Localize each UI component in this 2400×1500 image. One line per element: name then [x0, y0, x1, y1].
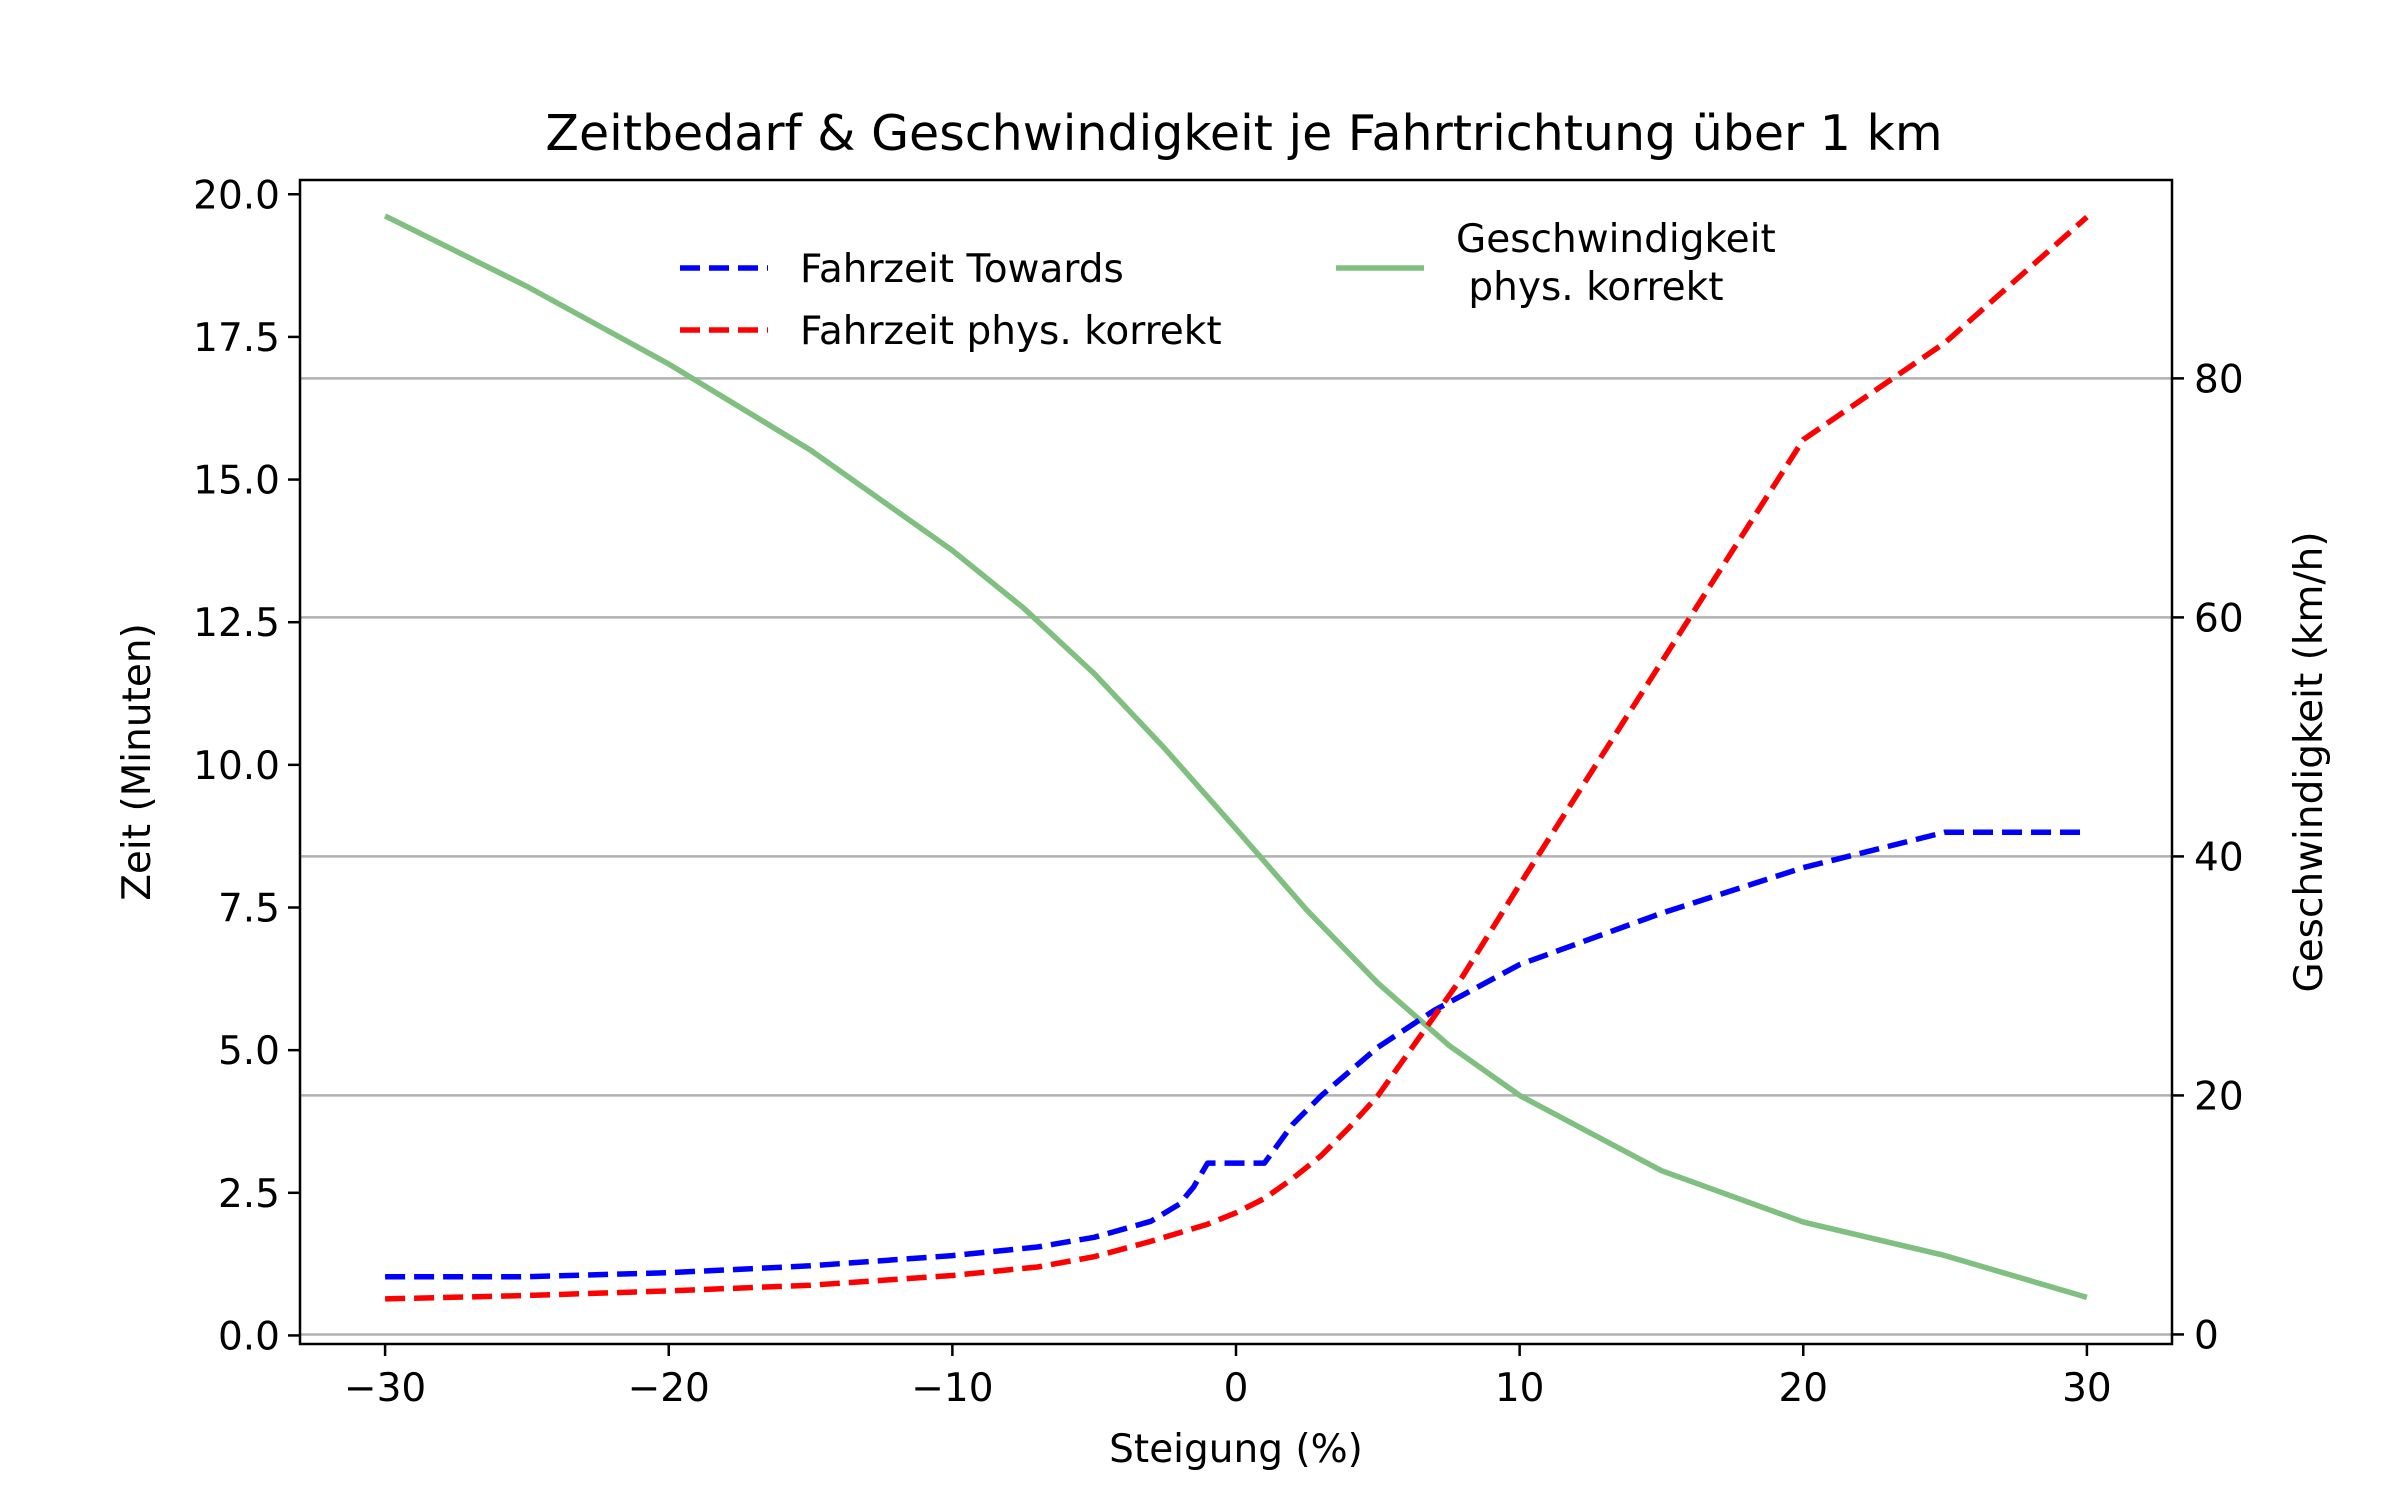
x-tick-label: 0: [1224, 1366, 1249, 1411]
y2-tick-label: 80: [2194, 357, 2244, 402]
y2-tick-label: 20: [2194, 1074, 2244, 1119]
series-line-2: [383, 213, 2088, 1301]
y2-tick-label: 60: [2194, 596, 2244, 641]
legend-label: Fahrzeit phys. korrekt: [800, 309, 1222, 354]
chart-title: Zeitbedarf & Geschwindigkeit je Fahrtric…: [545, 105, 1942, 162]
y-tick-label: 10.0: [193, 744, 280, 789]
gridlines: [300, 377, 2172, 1336]
x-tick-label: 30: [2062, 1366, 2112, 1411]
legend-label: phys. korrekt: [1456, 265, 1724, 310]
y-axis-label: Zeit (Minuten): [115, 623, 160, 901]
y-tick-label: 0.0: [218, 1314, 280, 1359]
series-layer: [383, 213, 2089, 1302]
y2-axis-label: Geschwindigkeit (km/h): [2287, 531, 2332, 992]
x-tick-label: −30: [344, 1366, 426, 1411]
y-tick-label: 12.5: [193, 601, 280, 646]
x-tick-label: −20: [628, 1366, 710, 1411]
x-axis: −30 −20 −10 0 10 20 30: [344, 1344, 2112, 1411]
y2-tick-label: 40: [2194, 835, 2244, 880]
x-tick-label: 10: [1495, 1366, 1545, 1411]
y-tick-label: 20.0: [193, 173, 280, 218]
y-tick-label: 2.5: [218, 1172, 280, 1217]
y-axis-left: 0.0 2.5 5.0 7.5 10.0 12.5 15.0 17.5 20.0: [193, 173, 300, 1359]
x-tick-label: −10: [911, 1366, 993, 1411]
series-line-0: [385, 829, 2087, 1280]
y-tick-label: 7.5: [218, 887, 280, 932]
x-tick-label: 20: [1778, 1366, 1828, 1411]
y-tick-label: 15.0: [193, 459, 280, 504]
y-tick-label: 5.0: [218, 1029, 280, 1074]
y2-tick-label: 0: [2194, 1313, 2219, 1358]
y-axis-right: 0 20 40 60 80: [2172, 357, 2244, 1358]
x-axis-label: Steigung (%): [1109, 1427, 1363, 1472]
legend: Fahrzeit Towards Fahrzeit phys. korrekt Ge…: [680, 217, 1776, 354]
series-line-1: [385, 215, 2089, 1302]
plot-frame: [298, 178, 2174, 1346]
y-tick-label: 17.5: [193, 316, 280, 361]
legend-label: Fahrzeit Towards: [800, 247, 1124, 292]
legend-label: Geschwindigkeit: [1456, 217, 1776, 262]
